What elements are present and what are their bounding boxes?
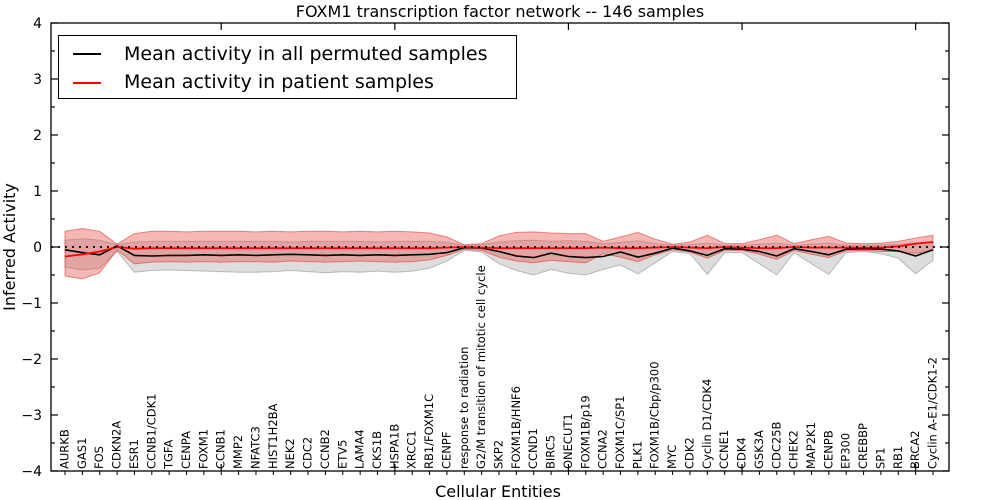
x-tick-label: CCNB2: [318, 429, 332, 469]
x-tick-label: ONECUT1: [561, 413, 575, 469]
x-tick-label: G2/M transition of mitotic cell cycle: [474, 265, 488, 469]
x-tick-label: CCND1: [526, 428, 540, 469]
x-tick-label: EP300: [839, 433, 853, 469]
x-tick-label: ESR1: [127, 439, 141, 469]
permuted-mean-line: [64, 245, 934, 259]
x-tick-label: BIRC5: [544, 435, 558, 469]
x-tick-label: CDC2: [301, 437, 315, 469]
y-tick-label: −3: [21, 408, 42, 424]
x-tick-label: GAS1: [75, 438, 89, 469]
patient-line-swatch: [73, 81, 101, 84]
x-tick-label: FOXM1: [196, 429, 210, 469]
x-tick-label: FOXM1B/p19: [578, 395, 592, 469]
x-tick-label: Cyclin D1/CDK4: [700, 379, 714, 469]
legend-label-patient: Mean activity in patient samples: [124, 71, 434, 94]
y-axis-label: Inferred Activity: [0, 183, 19, 311]
x-tick-label: NFATC3: [248, 426, 262, 469]
x-tick-label: PLK1: [630, 441, 644, 469]
y-tick-label: 3: [33, 72, 42, 88]
x-tick-label: CDK2: [682, 437, 696, 469]
x-tick-label: RB1: [891, 446, 905, 469]
x-tick-label: SP1: [873, 447, 887, 469]
x-tick-label: RB1/FOXM1C: [422, 394, 436, 469]
x-tick-label: LAMA4: [353, 429, 367, 469]
legend-item-patient: Mean activity in patient samples: [73, 69, 516, 96]
permuted-line-swatch: [73, 53, 101, 56]
x-tick-label: MYC: [665, 445, 679, 469]
y-tick-label: −2: [21, 352, 42, 368]
y-tick-label: −4: [21, 464, 42, 480]
x-tick-label: MAP2K1: [804, 422, 818, 469]
x-tick-label: CDC25B: [769, 421, 783, 469]
x-axis-label: Cellular Entities: [435, 482, 561, 500]
y-tick-label: 2: [33, 128, 42, 144]
x-tick-label: response to radiation: [457, 347, 471, 469]
x-tick-label: CDK4: [735, 437, 749, 469]
y-tick-labels: −4 −3 −2 −1 0 1 2 3 4: [21, 16, 42, 480]
axis-ticks: [51, 22, 949, 475]
x-tick-label: FOXM1B/HNF6: [509, 386, 523, 469]
x-tick-label: CENPB: [821, 430, 835, 469]
patient-mean-line: [64, 241, 934, 258]
legend-label-permuted: Mean activity in all permuted samples: [124, 42, 488, 65]
x-tick-label: FOXM1C/SP1: [613, 395, 627, 469]
x-tick-label: MMP2: [231, 435, 245, 469]
x-tick-label: CCNB1/CDK1: [144, 394, 158, 470]
x-tick-label: TGFA: [162, 440, 176, 470]
x-tick-label: Cyclin A-E1/CDK1-2: [926, 357, 940, 469]
x-tick-label: CREBBP: [856, 423, 870, 469]
y-tick-label: −1: [21, 296, 42, 312]
x-tick-label: SKP2: [492, 440, 506, 469]
x-tick-label: CENPF: [439, 432, 453, 469]
x-tick-labels: AURKB GAS1 FOS CDKN2A ESR1 CCNB1/CDK1 TGFA CENP…: [58, 265, 940, 470]
series-lines: [51, 241, 949, 259]
legend: Mean activity in all permuted samples Me…: [58, 35, 517, 99]
x-tick-label: BRCA2: [908, 430, 922, 469]
x-tick-label: ETV5: [335, 440, 349, 469]
confidence-bands: [64, 227, 934, 280]
x-tick-label: CCNB1: [214, 429, 228, 469]
x-tick-label: XRCC1: [405, 430, 419, 469]
x-tick-label: CKS1B: [370, 431, 384, 469]
x-tick-label: FOXM1B/Cbp/p300: [648, 361, 662, 469]
y-tick-label: 0: [33, 240, 42, 256]
x-tick-label: CCNE1: [717, 430, 731, 469]
legend-item-permuted: Mean activity in all permuted samples: [73, 41, 516, 68]
x-tick-label: CENPA: [179, 431, 193, 469]
x-tick-label: CDKN2A: [110, 421, 124, 469]
x-tick-label: GSK3A: [752, 430, 766, 469]
x-tick-label: HIST1H2BA: [266, 403, 280, 469]
x-tick-label: HSPA1B: [387, 424, 401, 469]
y-tick-label: 4: [33, 16, 42, 32]
x-tick-label: CHEK2: [787, 430, 801, 469]
x-tick-label: CCNA2: [596, 429, 610, 469]
x-tick-label: AURKB: [58, 429, 72, 469]
x-tick-label: FOS: [92, 446, 106, 469]
y-tick-label: 1: [33, 184, 42, 200]
x-tick-label: NEK2: [283, 438, 297, 469]
chart-title: FOXM1 transcription factor network -- 14…: [296, 2, 704, 21]
